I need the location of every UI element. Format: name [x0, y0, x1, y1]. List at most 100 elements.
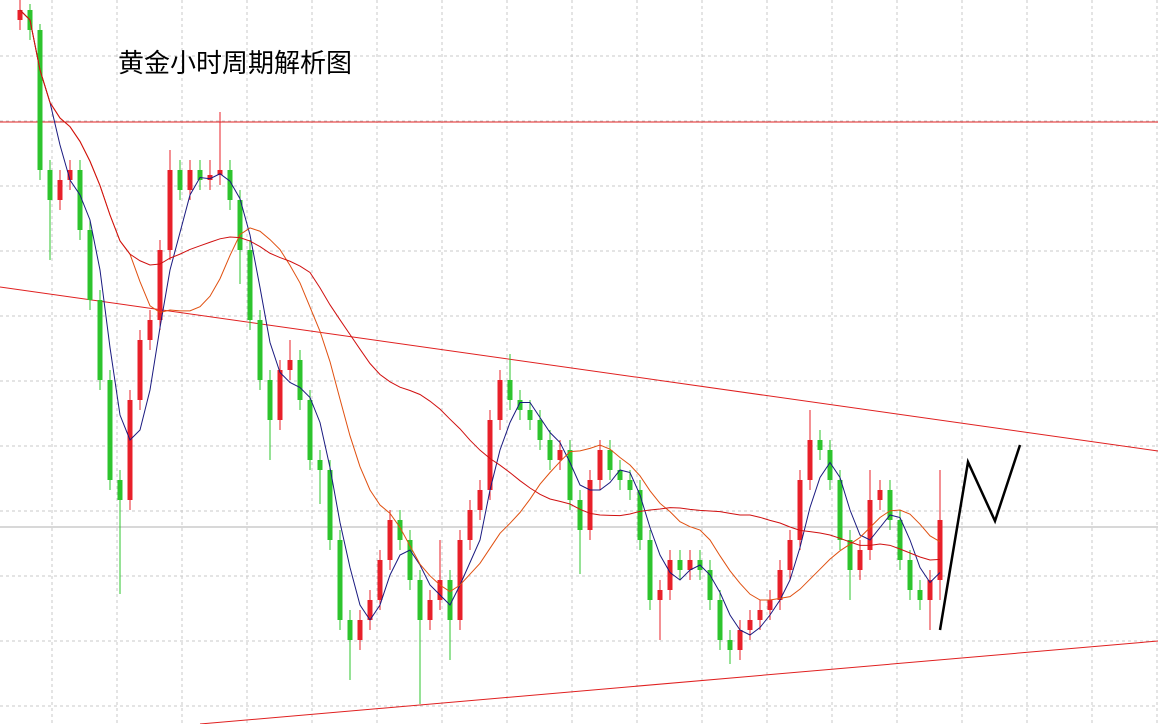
candle-body [127, 400, 133, 500]
candle-body [877, 490, 883, 500]
candle-body [907, 560, 913, 590]
candle-body [377, 560, 383, 600]
candle-body [287, 360, 293, 370]
candle-body [857, 550, 863, 570]
candle-body [647, 540, 653, 600]
candle-body [587, 480, 593, 530]
candle-body [687, 560, 693, 570]
candle-body [487, 420, 493, 490]
candle-body [807, 440, 813, 480]
candle-body [117, 480, 123, 500]
candle-body [927, 580, 933, 600]
candle-body [67, 170, 73, 180]
candle-body [727, 640, 733, 650]
candle-body [867, 500, 873, 550]
candle-body [627, 480, 633, 490]
candle-body [307, 400, 313, 460]
candle-body [797, 480, 803, 540]
candle-body [37, 30, 43, 170]
candle-body [497, 380, 503, 420]
candle-body [177, 170, 183, 190]
candle-body [387, 520, 393, 560]
candle-body [327, 470, 333, 540]
candle-body [457, 540, 463, 620]
candle-body [677, 560, 683, 570]
candle-body [267, 380, 273, 420]
candle-body [17, 10, 23, 20]
ascending-trend-line [199, 640, 1158, 724]
candle-body [397, 520, 403, 540]
candle-body [417, 580, 423, 620]
candle-body [57, 180, 63, 200]
candle-body [227, 170, 233, 200]
candles [17, 0, 943, 704]
candle-body [147, 320, 153, 340]
candle-body [337, 540, 343, 620]
candle-body [507, 380, 513, 400]
candle-body [757, 610, 763, 620]
moving-average [19, 9, 941, 561]
candle-body [167, 170, 173, 250]
candle-body [477, 490, 483, 510]
candle-body [537, 420, 543, 440]
candle-body [767, 600, 773, 610]
candle-body [897, 520, 903, 560]
candle-body [257, 320, 263, 380]
candle-body [887, 490, 893, 520]
candle-body [847, 540, 853, 570]
candle-body [817, 440, 823, 450]
candle-body [247, 250, 253, 320]
candle-body [237, 200, 243, 250]
candle-body [137, 340, 143, 400]
candle-body [447, 580, 453, 620]
candle-body [317, 460, 323, 470]
candle-body [97, 300, 103, 380]
candle-body [207, 175, 213, 180]
candle-body [617, 470, 623, 480]
moving-average [19, 9, 941, 636]
candle-body [87, 230, 93, 300]
candle-body [407, 540, 413, 580]
candle-body [547, 440, 553, 460]
descending-trend-line [0, 286, 1158, 452]
candle-body [837, 480, 843, 540]
candle-body [657, 590, 663, 600]
candle-body [917, 590, 923, 600]
candle-body [77, 170, 83, 230]
candle-body [777, 570, 783, 600]
candle-body [557, 450, 563, 460]
candle-body [47, 170, 53, 200]
candle-body [577, 500, 583, 530]
candle-body [347, 620, 353, 640]
candle-body [467, 510, 473, 540]
candle-body [357, 620, 363, 640]
candle-body [277, 370, 283, 420]
candle-body [567, 450, 573, 500]
candle-body [107, 380, 113, 480]
candle-body [607, 450, 613, 470]
forecast-path [938, 444, 1022, 631]
candle-body [297, 360, 303, 400]
candle-body [707, 570, 713, 600]
candle-body [367, 600, 373, 620]
candle-body [747, 620, 753, 630]
candle-body [197, 170, 203, 180]
candle-body [217, 170, 223, 175]
candle-body [597, 450, 603, 480]
candle-body [187, 170, 193, 190]
candle-body [717, 600, 723, 640]
candle-body [637, 490, 643, 540]
candle-body [517, 400, 523, 410]
candle-body [787, 540, 793, 570]
moving-average [19, 9, 941, 601]
candle-body [937, 520, 943, 580]
candle-body [427, 600, 433, 620]
candle-body [157, 250, 163, 320]
candle-body [827, 450, 833, 480]
candle-body [667, 560, 673, 590]
chart-title: 黄金小时周期解析图 [118, 49, 352, 79]
candle-body [437, 580, 443, 600]
candle-body [527, 410, 533, 420]
